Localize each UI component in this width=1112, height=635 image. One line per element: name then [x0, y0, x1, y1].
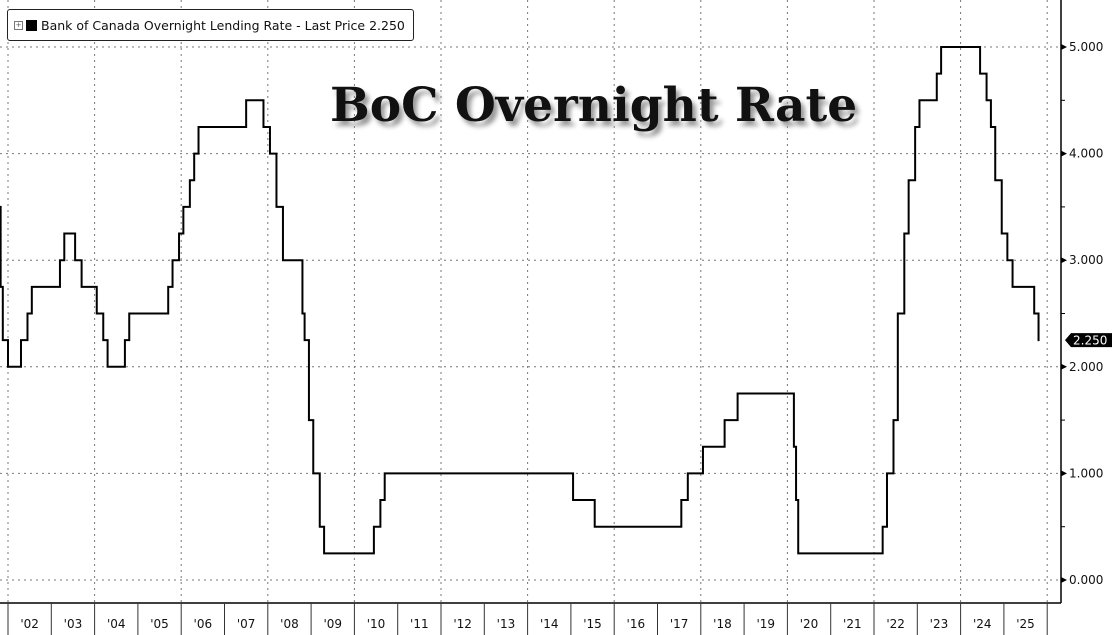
x-tick-label: '07	[237, 617, 256, 631]
y-tick-label: 3.000	[1069, 253, 1103, 267]
x-tick-label: '11	[410, 617, 429, 631]
x-tick-label: '23	[930, 617, 949, 631]
x-tick-label: '08	[280, 617, 299, 631]
rate-line	[0, 46, 1040, 555]
last-price-tag	[1065, 333, 1112, 348]
y-tick-label: 5.000	[1069, 40, 1103, 54]
x-tick-label: '20	[800, 617, 819, 631]
x-tick-label: '21	[843, 617, 862, 631]
x-tick-label: '12	[453, 617, 472, 631]
x-tick-label: '15	[583, 617, 602, 631]
x-tick-label: '16	[627, 617, 646, 631]
x-tick-label: '10	[367, 617, 386, 631]
x-tick-label: '03	[64, 617, 83, 631]
y-tick-label: 0.000	[1069, 573, 1103, 587]
x-tick-label: '02	[20, 617, 39, 631]
x-tick-label: '04	[107, 617, 126, 631]
y-tick-label: 1.000	[1069, 466, 1103, 480]
x-tick-label: '17	[670, 617, 689, 631]
x-tick-label: '18	[713, 617, 732, 631]
legend[interactable]: + Bank of Canada Overnight Lending Rate …	[7, 9, 414, 41]
x-tick-label: '25	[1016, 617, 1035, 631]
expand-icon[interactable]: +	[14, 20, 23, 30]
y-tick-label: 2.000	[1069, 360, 1103, 374]
y-tick-mark	[1061, 470, 1067, 477]
y-tick-mark	[1061, 577, 1067, 583]
x-tick-label: '22	[886, 617, 905, 631]
x-tick-label: '24	[973, 617, 992, 631]
y-tick-mark	[1061, 150, 1067, 157]
chart-title: BoC Overnight Rate	[330, 78, 858, 133]
x-tick-label: '09	[323, 617, 342, 631]
legend-label: Bank of Canada Overnight Lending Rate - …	[41, 17, 405, 33]
y-tick-mark	[1061, 257, 1067, 264]
x-tick-label: '19	[756, 617, 775, 631]
last-price-label: 2.250	[1073, 334, 1107, 348]
x-tick-label: '14	[540, 617, 559, 631]
x-tick-label: '13	[497, 617, 516, 631]
y-tick-mark	[1061, 363, 1067, 370]
x-tick-label: '06	[194, 617, 213, 631]
x-tick-label: '05	[150, 617, 169, 631]
y-tick-mark	[1061, 44, 1067, 50]
y-tick-label: 4.000	[1069, 147, 1103, 161]
legend-swatch	[26, 19, 37, 31]
